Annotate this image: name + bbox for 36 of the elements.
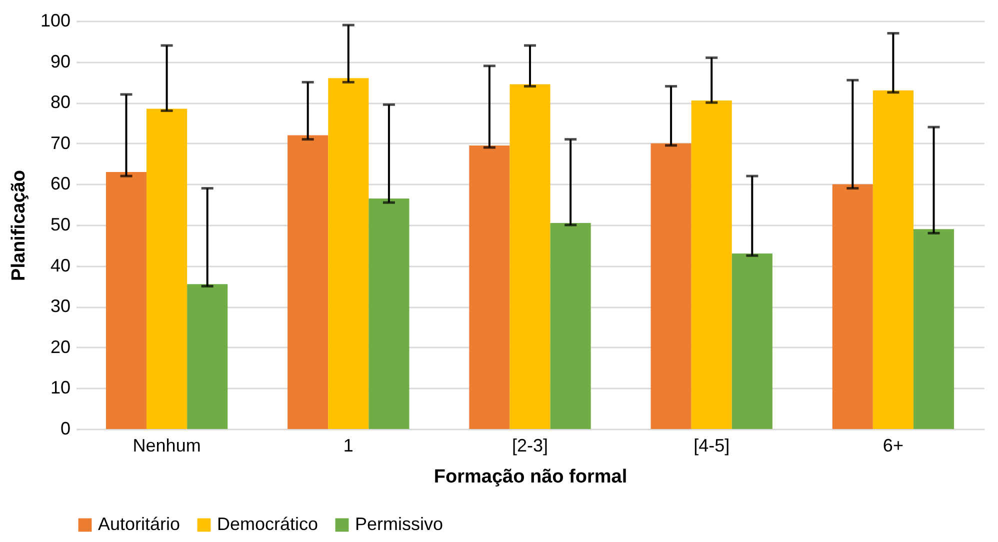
legend-label: Permissivo [355,514,444,534]
bar [691,100,732,429]
bar [469,145,510,429]
y-tick-label: 70 [50,132,70,153]
y-tick-label: 0 [60,418,70,438]
bar [913,229,954,429]
x-tick-label: 6+ [882,436,904,456]
y-tick-label: 100 [40,10,70,30]
x-axis-title: Formação não formal [434,466,628,488]
y-tick-label: 40 [50,255,70,276]
y-axis-title: Planificação [8,170,30,281]
y-tick-label: 30 [50,296,70,316]
legend-label: Democrático [217,514,318,534]
bar [550,222,591,429]
bar [510,84,550,429]
y-tick-label: 20 [50,336,70,357]
x-tick-label: [2-3] [512,436,548,456]
bar [328,78,369,429]
y-tick-label: 10 [50,378,70,398]
bar [146,108,188,429]
y-tick-label: 60 [50,174,70,194]
y-tick-label: 90 [50,51,70,72]
bar [288,135,328,429]
legend-label: Autoritário [98,514,180,534]
bar [187,284,228,429]
x-tick-label: 1 [343,436,354,456]
bar [872,90,914,429]
bar [650,143,692,429]
y-tick-label: 80 [50,92,70,112]
y-tick-label: 50 [50,214,70,234]
bar [832,184,873,429]
bar [732,254,772,429]
bar [106,172,147,429]
bar [368,198,410,429]
x-tick-label: [4-5] [694,436,730,456]
x-tick-label: Nenhum [132,436,201,456]
